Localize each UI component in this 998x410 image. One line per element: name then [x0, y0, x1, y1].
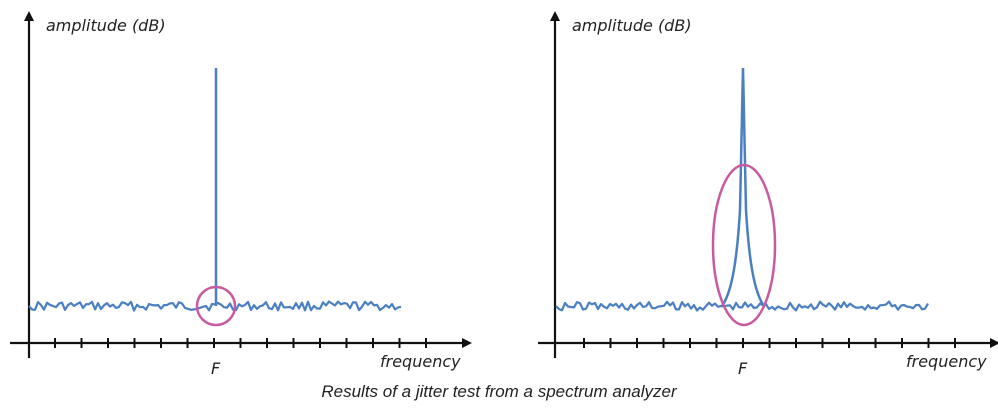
panel-jitter-spectrum: amplitude (dB) frequency F: [538, 11, 998, 378]
noise-floor-line: [555, 300, 929, 312]
x-axis-ticks: [583, 338, 956, 348]
highlight-circle: [195, 285, 237, 327]
frequency-tick-label: F: [211, 359, 221, 378]
x-axis-label: frequency: [906, 352, 987, 371]
panel-ideal-spectrum: amplitude (dB) frequency F: [10, 11, 472, 378]
figure-caption: Results of a jitter test from a spectrum…: [321, 382, 677, 401]
x-axis-label: frequency: [380, 352, 461, 371]
x-axis-ticks: [54, 338, 427, 348]
y-axis-label: amplitude (dB): [46, 16, 166, 35]
y-axis-label: amplitude (dB): [572, 16, 692, 35]
frequency-tick-label: F: [738, 359, 748, 378]
highlight-ellipse: [711, 163, 777, 327]
broadened-peak: [720, 67, 766, 307]
